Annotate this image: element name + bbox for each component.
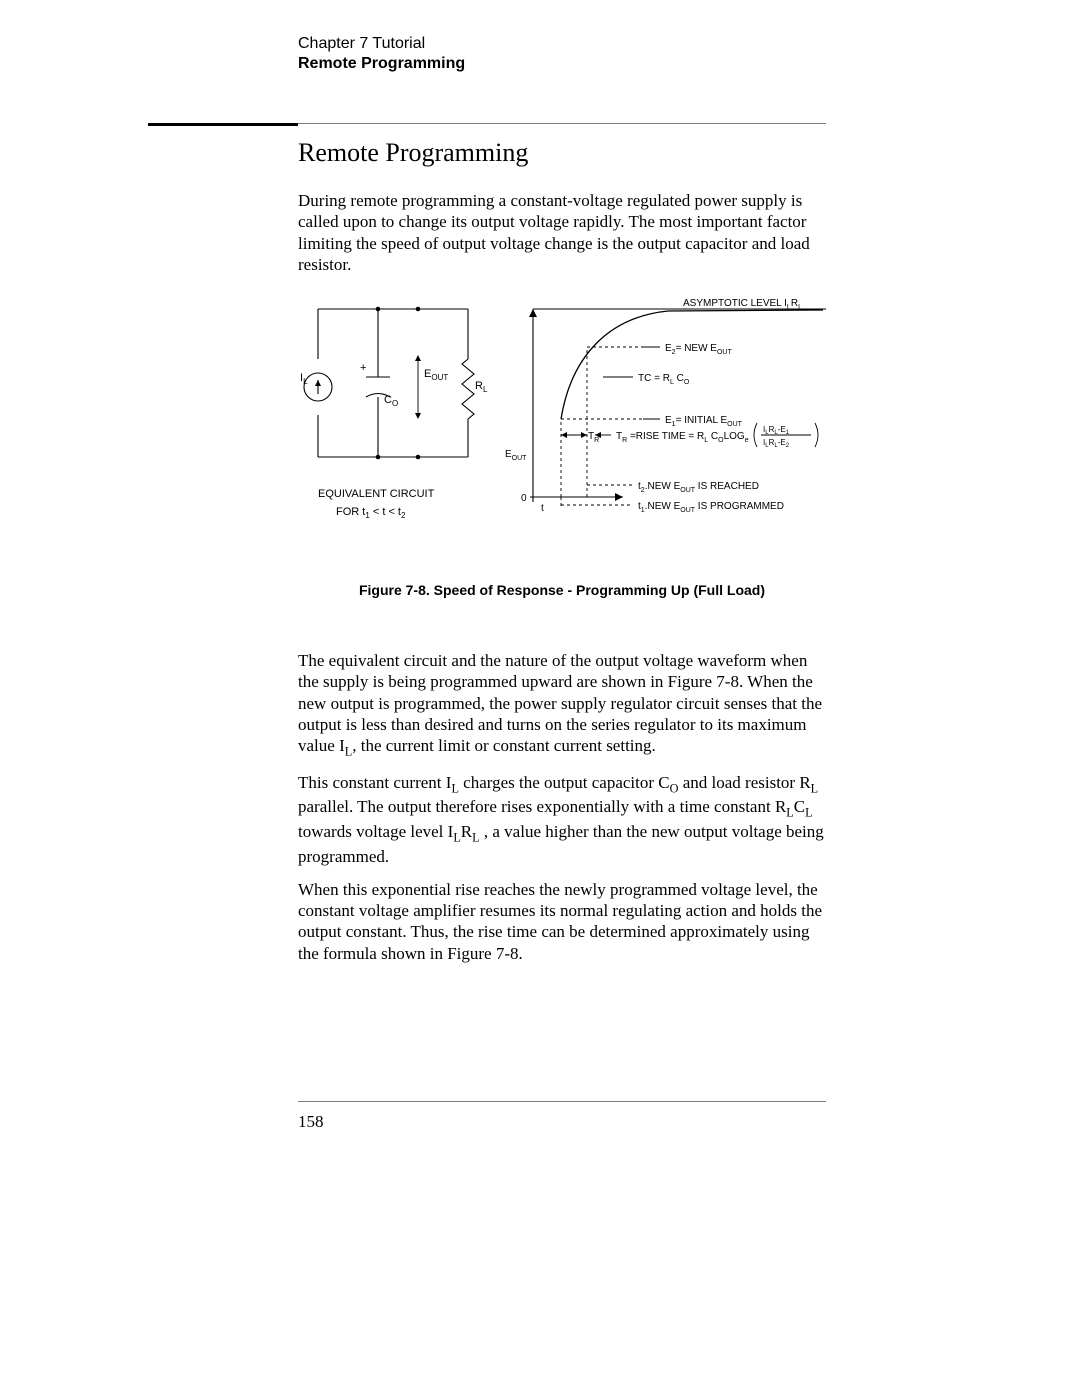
p2-text-b: , the current limit or constant current … — [352, 736, 656, 755]
svg-text:RL: RL — [475, 380, 488, 394]
page-number: 158 — [298, 1112, 324, 1132]
svg-text:TR: TR — [588, 431, 599, 444]
svg-text:TR =RISE TIME = RL COLOGe: TR =RISE TIME = RL COLOGe — [616, 431, 749, 444]
svg-text:TC = RL CO: TC = RL CO — [638, 373, 690, 386]
intro-paragraph: During remote programming a constant-vol… — [298, 190, 826, 275]
paragraph-3: This constant current IL charges the out… — [298, 772, 826, 867]
page: Chapter 7 Tutorial Remote Programming Re… — [0, 0, 1080, 1397]
paragraph-2: The equivalent circuit and the nature of… — [298, 650, 826, 760]
svg-text:FOR t1 < t < t2: FOR t1 < t < t2 — [336, 506, 406, 520]
paragraph-4: When this exponential rise reaches the n… — [298, 879, 826, 964]
figure-caption: Figure 7-8. Speed of Response - Programm… — [298, 582, 826, 598]
p3c: and load resistor R — [678, 773, 810, 792]
svg-text:EQUIVALENT CIRCUIT: EQUIVALENT CIRCUIT — [318, 488, 435, 500]
svg-text:0: 0 — [521, 493, 527, 504]
svg-text:CO: CO — [384, 394, 398, 408]
sub-l: L — [811, 781, 818, 795]
svg-text:IL: IL — [300, 372, 308, 386]
sub-l: L — [451, 781, 458, 795]
sub-l: L — [472, 830, 479, 844]
svg-text:ILRL-E2: ILRL-E2 — [763, 438, 790, 449]
p3e: C — [794, 797, 805, 816]
svg-text:E1= INITIAL EOUT: E1= INITIAL EOUT — [665, 415, 743, 428]
main-content: Remote Programming During remote program… — [298, 138, 826, 976]
figure-svg: + IL CO EOUT RL EQUIVALENT CIRCUIT FOR t1 < t … — [298, 289, 826, 559]
running-header: Chapter 7 Tutorial Remote Programming — [298, 34, 465, 74]
svg-text:E2= NEW EOUT: E2= NEW EOUT — [665, 343, 732, 356]
svg-text:t1.NEW EOUT IS PROGRAMMED: t1.NEW EOUT IS PROGRAMMED — [638, 501, 784, 514]
svg-text:EOUT: EOUT — [505, 449, 527, 462]
bottom-rule — [298, 1101, 826, 1102]
p3g: R — [461, 822, 472, 841]
svg-text:EOUT: EOUT — [424, 368, 448, 382]
section-line: Remote Programming — [298, 54, 465, 74]
chapter-line: Chapter 7 Tutorial — [298, 34, 465, 54]
side-rule — [148, 123, 298, 126]
spacer — [298, 620, 826, 650]
sub-l: L — [453, 830, 460, 844]
sub-l: L — [805, 806, 812, 820]
p3b: charges the output capacitor C — [459, 773, 670, 792]
p3a: This constant current I — [298, 773, 451, 792]
svg-text:+: + — [360, 362, 366, 374]
p3f: towards voltage level I — [298, 822, 453, 841]
figure-7-8: + IL CO EOUT RL EQUIVALENT CIRCUIT FOR t1 < t … — [298, 289, 826, 598]
p3d: parallel. The output therefore rises exp… — [298, 797, 786, 816]
sub-l: L — [786, 806, 793, 820]
svg-text:t: t — [541, 503, 544, 514]
svg-text:t2.NEW EOUT IS REACHED: t2.NEW EOUT IS REACHED — [638, 481, 759, 494]
svg-text:ILRL-E1: ILRL-E1 — [763, 425, 790, 436]
top-rule — [298, 123, 826, 124]
section-title: Remote Programming — [298, 138, 826, 168]
